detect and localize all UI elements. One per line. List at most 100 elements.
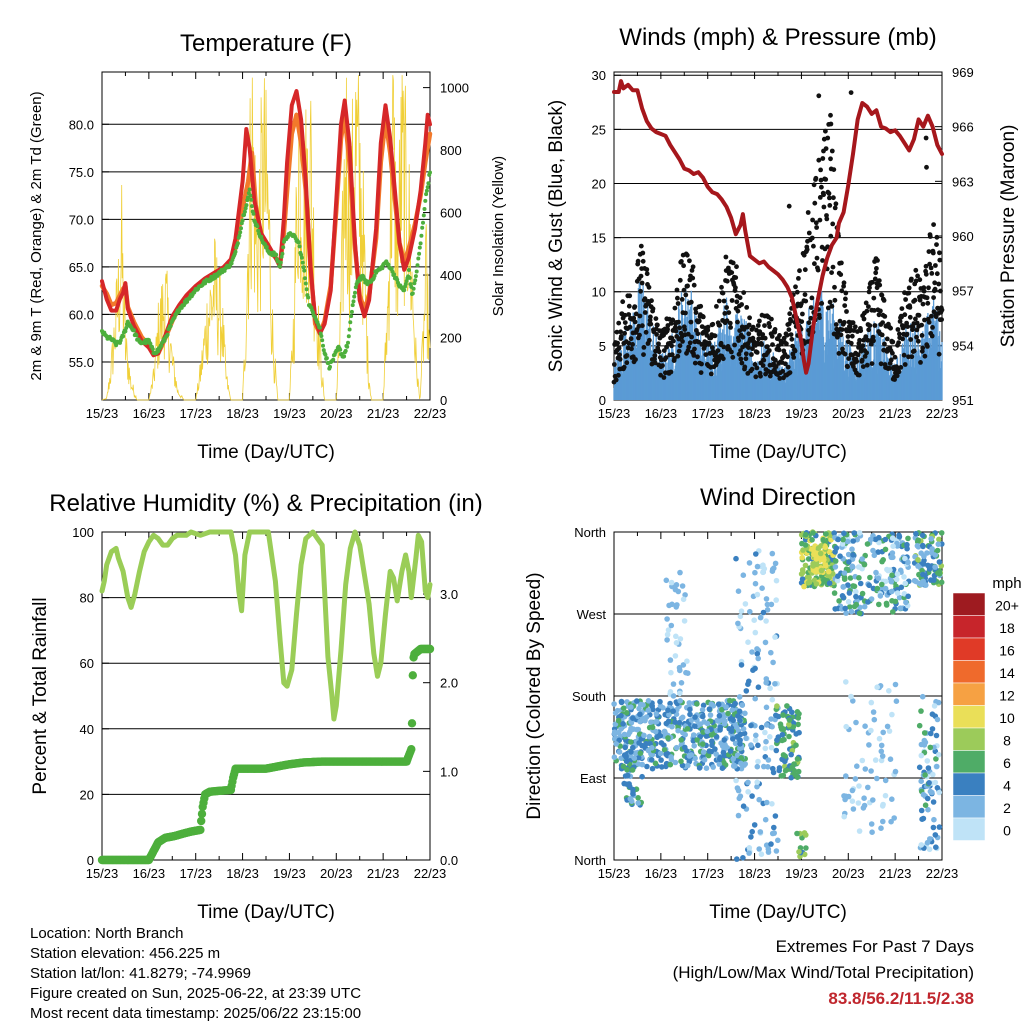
direction-point <box>841 574 848 581</box>
gust-point <box>909 276 914 282</box>
direction-point <box>776 767 782 774</box>
direction-point <box>755 758 761 765</box>
legend-label: 20+ <box>995 597 1019 613</box>
x-tick-label: 15/23 <box>86 406 119 421</box>
direction-xlabel: Time (Day/UTC) <box>709 902 847 923</box>
direction-point <box>752 580 759 587</box>
gust-point <box>705 324 711 330</box>
dewpoint-point <box>278 260 283 265</box>
direction-point <box>694 701 700 707</box>
legend-label: 0 <box>1003 822 1011 838</box>
dewpoint-point <box>317 325 322 330</box>
y-tick-label: North <box>574 853 606 868</box>
gust-point <box>836 351 842 356</box>
direction-point <box>915 537 921 543</box>
x-tick-label: 15/23 <box>598 406 631 421</box>
direction-point <box>652 728 659 735</box>
gust-point <box>692 360 698 366</box>
direction-point <box>730 736 736 742</box>
x-tick-label: 18/23 <box>226 406 259 421</box>
direction-point <box>649 724 656 731</box>
direction-point <box>615 717 622 724</box>
gust-point <box>736 338 741 343</box>
direction-point <box>872 757 879 763</box>
gust-point <box>814 225 819 230</box>
direction-point <box>935 541 942 547</box>
gust-point <box>724 305 729 310</box>
gust-point <box>930 325 935 330</box>
gust-point <box>827 299 833 305</box>
direction-point <box>888 818 894 825</box>
gust-point <box>710 321 716 327</box>
gust-point <box>925 344 930 349</box>
gust-point <box>900 336 905 342</box>
direction-point <box>649 703 655 709</box>
direction-point <box>631 755 638 761</box>
gust-point <box>698 370 704 375</box>
gust-point <box>668 369 674 375</box>
direction-point <box>928 550 935 556</box>
direction-point <box>639 761 646 768</box>
direction-point <box>850 552 856 558</box>
dewpoint-point <box>242 212 247 217</box>
gust-point <box>790 343 795 349</box>
direction-point <box>779 737 785 744</box>
gust-point <box>860 343 866 349</box>
direction-point <box>670 693 677 699</box>
gust-point <box>793 284 798 290</box>
x-tick-label: 18/23 <box>738 406 771 421</box>
direction-point <box>673 582 680 588</box>
humidity-panel: Relative Humidity (%) & Precipitation (i… <box>30 490 483 923</box>
direction-point <box>790 724 797 730</box>
direction-point <box>623 710 630 716</box>
direction-point <box>920 571 926 578</box>
direction-point <box>850 698 856 704</box>
direction-point <box>778 773 785 779</box>
gust-point <box>925 300 931 306</box>
dewpoint-point <box>162 338 167 343</box>
direction-point <box>913 578 919 585</box>
gust-point <box>762 323 767 328</box>
gust-point <box>828 233 834 239</box>
direction-point <box>843 793 849 800</box>
legend-label: 14 <box>999 665 1015 681</box>
y2-tick-label: 1000 <box>440 81 469 96</box>
direction-point <box>875 549 881 555</box>
direction-point <box>793 742 799 748</box>
dewpoint-point <box>319 334 324 338</box>
y-tick-label: North <box>574 525 606 540</box>
gust-point <box>721 298 727 304</box>
gust-point <box>777 333 782 338</box>
legend-swatch <box>952 615 986 639</box>
direction-point <box>856 575 862 581</box>
direction-point <box>762 639 769 646</box>
direction-point <box>918 752 925 759</box>
direction-point <box>843 723 849 730</box>
direction-point <box>882 578 889 585</box>
direction-point <box>763 618 769 624</box>
direction-point <box>868 768 874 774</box>
direction-point <box>796 849 802 855</box>
direction-point <box>896 533 903 540</box>
gust-point <box>811 182 817 188</box>
gust-point <box>882 341 887 347</box>
gust-point <box>845 334 851 339</box>
gust-point <box>813 175 819 181</box>
direction-point <box>767 685 773 692</box>
direction-point <box>742 601 749 607</box>
direction-point <box>877 593 884 599</box>
gust-point <box>839 260 844 266</box>
direction-point <box>786 721 792 728</box>
dewpoint-point <box>419 233 424 238</box>
winds-ylabel-left: Sonic Wind & Gust (Blue, Black) <box>546 100 567 372</box>
gust-point <box>675 295 680 301</box>
temperature-title: Temperature (F) <box>180 30 352 57</box>
gust-point <box>855 352 861 358</box>
direction-point <box>665 735 671 741</box>
gust-point <box>821 148 826 154</box>
gust-point <box>652 353 658 358</box>
direction-point <box>708 701 715 707</box>
y-tick-label: 60.0 <box>69 307 94 322</box>
gust-point <box>830 221 836 227</box>
direction-point <box>879 803 886 809</box>
